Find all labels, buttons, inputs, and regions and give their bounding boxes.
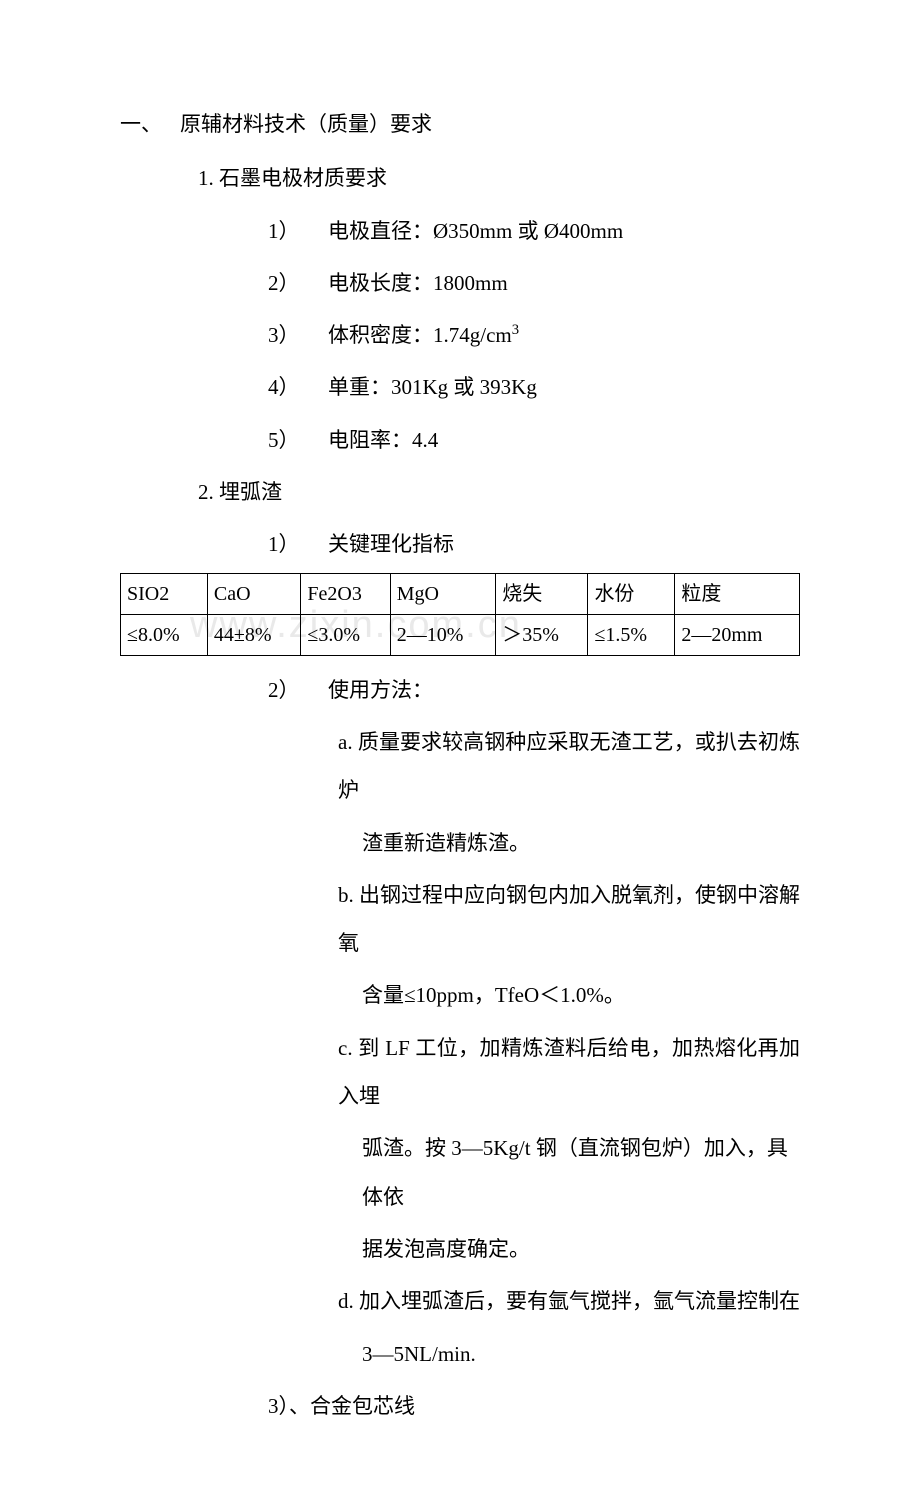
sub1-item-2: 2）电极长度：1800mm xyxy=(120,259,800,307)
step-a-cont: 渣重新造精炼渣。 xyxy=(120,819,800,867)
step-b-cont: 含量≤10ppm，TfeO＜1.0%。 xyxy=(120,971,800,1019)
step-num: c. xyxy=(338,1024,353,1072)
td: ≤3.0% xyxy=(301,614,390,655)
sub2-item-2: 2）使用方法： xyxy=(120,666,800,714)
section-num: 一、 xyxy=(120,100,180,148)
td: 44±8% xyxy=(207,614,301,655)
sub2-item-3: 3）、合金包芯线 xyxy=(120,1382,800,1430)
step-c-cont2: 据发泡高度确定。 xyxy=(120,1225,800,1273)
item-num: 4） xyxy=(268,363,328,411)
td: 2—20mm xyxy=(675,614,800,655)
item-text: 电极长度：1800mm xyxy=(328,271,508,295)
item-num: 2） xyxy=(268,666,328,714)
step-text: 到 LF 工位，加精炼渣料后给电，加热熔化再加入埋 xyxy=(338,1036,800,1108)
th: 粒度 xyxy=(675,573,800,614)
step-num: a. xyxy=(338,718,353,766)
item-num: 3） xyxy=(268,311,328,359)
sub2-heading: 2. 埋弧渣 xyxy=(120,468,800,516)
item-num: 2） xyxy=(268,259,328,307)
step-d-cont: 3—5NL/min. xyxy=(120,1330,800,1378)
sub1-item-1: 1）电极直径：Ø350mm 或 Ø400mm xyxy=(120,207,800,255)
item-num: 1） xyxy=(268,520,328,568)
step-c-cont1: 弧渣。按 3—5Kg/t 钢（直流钢包炉）加入，具体依 xyxy=(120,1124,800,1221)
sub1-title: 石墨电极材质要求 xyxy=(219,166,387,190)
step-text: 质量要求较高钢种应采取无渣工艺，或扒去初炼炉 xyxy=(338,730,800,802)
sub2-num: 2. xyxy=(198,468,214,516)
sub1-item-5: 5）电阻率：4.4 xyxy=(120,416,800,464)
section-heading: 一、原辅材料技术（质量）要求 xyxy=(120,100,800,148)
step-text: 出钢过程中应向钢包内加入脱氧剂，使钢中溶解氧 xyxy=(338,883,800,955)
step-num: b. xyxy=(338,871,354,919)
td: ＞35% xyxy=(496,614,588,655)
section-title: 原辅材料技术（质量）要求 xyxy=(180,112,432,136)
step-c: c. 到 LF 工位，加精炼渣料后给电，加热熔化再加入埋 xyxy=(120,1024,800,1121)
step-num: d. xyxy=(338,1277,354,1325)
item-text: 关键理化指标 xyxy=(328,532,454,556)
td: ≤1.5% xyxy=(588,614,675,655)
sub1-item-4: 4）单重：301Kg 或 393Kg xyxy=(120,363,800,411)
step-text: 加入埋弧渣后，要有氩气搅拌，氩气流量控制在 xyxy=(359,1289,800,1313)
item-text: 合金包芯线 xyxy=(310,1394,415,1418)
th: 烧失 xyxy=(496,573,588,614)
item-text: 电阻率：4.4 xyxy=(328,428,438,452)
th: Fe2O3 xyxy=(301,573,390,614)
item-text: 体积密度：1.74g/cm xyxy=(328,323,512,347)
item-text: 使用方法： xyxy=(328,678,433,702)
th: 水份 xyxy=(588,573,675,614)
step-b: b. 出钢过程中应向钢包内加入脱氧剂，使钢中溶解氧 xyxy=(120,871,800,968)
step-a: a. 质量要求较高钢种应采取无渣工艺，或扒去初炼炉 xyxy=(120,718,800,815)
item-text: 单重：301Kg 或 393Kg xyxy=(328,375,537,399)
document-body: 一、原辅材料技术（质量）要求 1. 石墨电极材质要求 1）电极直径：Ø350mm… xyxy=(120,100,800,1430)
table-row: ≤8.0% 44±8% ≤3.0% 2—10% ＞35% ≤1.5% 2—20m… xyxy=(121,614,800,655)
td: 2—10% xyxy=(390,614,495,655)
table-header-row: SIO2 CaO Fe2O3 MgO 烧失 水份 粒度 xyxy=(121,573,800,614)
item-text: 电极直径：Ø350mm 或 Ø400mm xyxy=(328,219,623,243)
item-num: 5） xyxy=(268,416,328,464)
sub2-title: 埋弧渣 xyxy=(219,480,282,504)
sub1-heading: 1. 石墨电极材质要求 xyxy=(120,154,800,202)
item-num: 3）、 xyxy=(268,1394,310,1418)
sub1-item-3: 3）体积密度：1.74g/cm3 xyxy=(120,311,800,359)
sub2-item-1: 1）关键理化指标 xyxy=(120,520,800,568)
spec-table: SIO2 CaO Fe2O3 MgO 烧失 水份 粒度 ≤8.0% 44±8% … xyxy=(120,573,800,656)
th: CaO xyxy=(207,573,301,614)
td: ≤8.0% xyxy=(121,614,208,655)
item-num: 1） xyxy=(268,207,328,255)
step-d: d. 加入埋弧渣后，要有氩气搅拌，氩气流量控制在 xyxy=(120,1277,800,1325)
sub1-num: 1. xyxy=(198,154,214,202)
th: MgO xyxy=(390,573,495,614)
th: SIO2 xyxy=(121,573,208,614)
superscript: 3 xyxy=(512,322,519,338)
